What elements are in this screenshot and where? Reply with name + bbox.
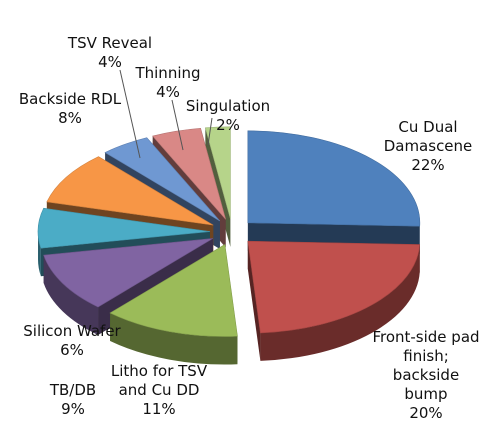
label-tbdb: TB/DB 9% [38, 381, 108, 419]
label-litho: Litho for TSV and Cu DD 11% [93, 362, 225, 419]
pie-slice-top [247, 240, 421, 334]
label-pct: 2% [216, 116, 240, 134]
label-pct: 9% [61, 400, 85, 418]
label-pct: 11% [142, 400, 176, 418]
label-pct: 4% [98, 53, 122, 71]
label-text: TSV Reveal [67, 34, 153, 52]
pie-slice-top [43, 238, 213, 308]
leader-line [171, 99, 184, 151]
pie-slice [247, 240, 421, 361]
label-thinning: Thinning 4% [128, 64, 208, 102]
label-text: Damascene [383, 137, 473, 155]
label-text: TB/DB [49, 381, 97, 399]
pie-slice-wall [247, 241, 261, 361]
label-text: Thinning [135, 64, 201, 82]
label-backside-rdl: Backside RDL 8% [12, 90, 128, 128]
leader-line [119, 69, 141, 159]
label-text: and Cu DD [118, 381, 200, 399]
label-text: Front-side pad [372, 328, 480, 346]
label-text: Backside RDL [18, 90, 122, 108]
pie-slice-rim [43, 255, 99, 335]
pie-slice-top [37, 207, 211, 249]
label-silicon-wafer: Silicon Wafer 6% [14, 322, 130, 360]
pie-slice-top [204, 126, 231, 219]
pie-slices [37, 126, 421, 365]
label-text: Litho for TSV [110, 362, 208, 380]
label-front-side-pad: Front-side pad finish; backside bump 20% [366, 328, 486, 423]
label-text: Silicon Wafer [23, 322, 121, 340]
pie-slice [109, 244, 238, 365]
label-pct: 6% [60, 341, 84, 359]
leader-lines [119, 69, 213, 159]
pie-slice-top [152, 128, 226, 220]
pie-slice-rim [260, 244, 420, 361]
label-pct: 8% [58, 109, 82, 127]
pie-slice-rim [38, 231, 41, 277]
label-text: finish; [403, 347, 449, 365]
label-pct: 20% [409, 404, 443, 422]
label-singulation: Singulation 2% [178, 97, 278, 135]
label-text: backside [392, 366, 460, 384]
pie-slice-top [247, 130, 421, 227]
leader-line [207, 117, 213, 146]
pie-slice-top [46, 156, 214, 226]
label-pct: 4% [156, 83, 180, 101]
label-tsv-reveal: TSV Reveal 4% [62, 34, 158, 72]
label-cu-dual-damascene: Cu Dual Damascene 22% [378, 118, 478, 175]
pie-slice-top [104, 137, 221, 222]
label-text: Cu Dual [398, 118, 458, 136]
label-text: bump [404, 385, 448, 403]
label-text: Singulation [185, 97, 271, 115]
pie-slice-top [109, 244, 238, 337]
label-pct: 22% [411, 156, 445, 174]
pie-slice-rim [110, 313, 238, 365]
